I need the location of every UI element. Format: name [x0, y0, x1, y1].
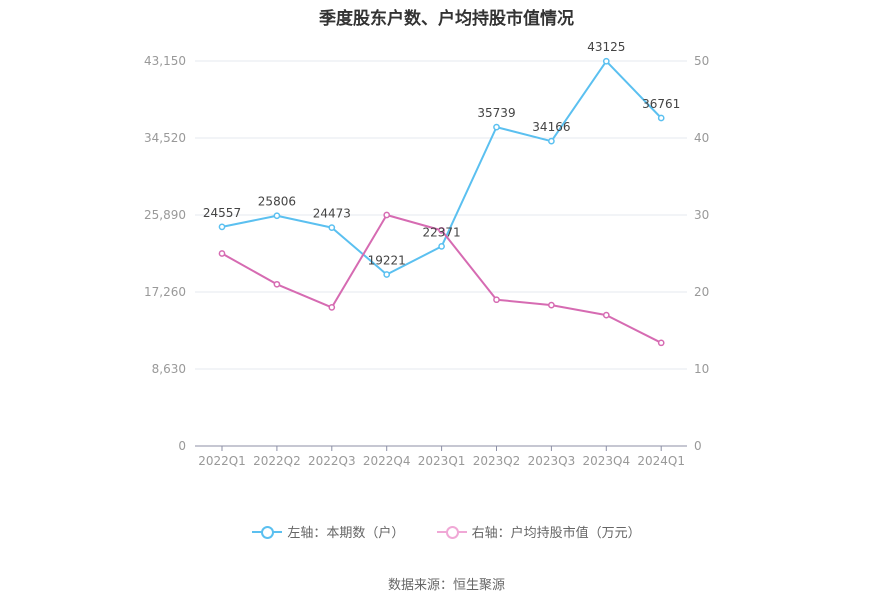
data-label: 24557: [203, 206, 241, 220]
data-point-left: [493, 123, 500, 131]
data-label: 19221: [368, 254, 406, 268]
y-left-tick-label: 17,260: [144, 285, 186, 299]
data-point-left: [383, 271, 391, 278]
y-right-tick-label: 10: [694, 362, 709, 376]
grid-lines: [195, 60, 687, 370]
x-tick-label: 2023Q4: [582, 454, 630, 468]
y-right-tick-label: 30: [694, 208, 709, 222]
y-right-tick-label: 50: [694, 54, 709, 68]
legend-swatch-left-icon: [252, 525, 283, 539]
data-label: 43125: [587, 40, 625, 54]
data-point-right: [657, 339, 665, 347]
data-label: 35739: [477, 106, 515, 120]
x-tick-label: 2024Q1: [637, 454, 685, 468]
data-label: 22371: [423, 225, 461, 239]
x-tick-label: 2022Q4: [363, 454, 411, 468]
series-group: [218, 57, 665, 347]
y-left-tick-label: 25,890: [144, 208, 186, 222]
legend-label-right: 右轴：户均持股市值（万元）: [471, 526, 641, 541]
data-point-left: [602, 57, 610, 65]
data-point-right: [602, 311, 610, 319]
data-label: 36761: [642, 97, 680, 111]
data-point-left: [273, 212, 281, 220]
data-point-left: [438, 243, 445, 250]
data-point-left: [657, 114, 665, 122]
legend-item-right-series[interactable]: 右轴：户均持股市值（万元）: [436, 522, 641, 541]
x-tick-label: 2022Q3: [308, 454, 356, 468]
legend: 左轴：本期数（户） 右轴：户均持股市值（万元）: [0, 522, 893, 543]
data-labels: 24557 25806 24473 19221 22371 35739 34166 43125…: [203, 40, 680, 267]
data-point-left: [328, 224, 336, 231]
data-point-right: [438, 227, 445, 234]
data-label: 25806: [258, 195, 296, 209]
x-tick-label: 2022Q1: [198, 454, 246, 468]
data-point-right: [218, 250, 226, 257]
legend-item-left-series[interactable]: 左轴：本期数（户）: [252, 522, 404, 541]
data-point-left: [548, 137, 555, 145]
y-left-tick-label: 8,630: [152, 362, 186, 376]
data-point-left: [218, 223, 226, 231]
data-point-right: [548, 301, 555, 309]
data-label: 24473: [313, 207, 351, 221]
x-tick-label: 2023Q3: [528, 454, 576, 468]
y-left-tick-label: 34,520: [144, 131, 186, 145]
data-point-right: [383, 211, 391, 219]
axes: 0 0 8,630 10 17,260 20 25,890 30 34,520 40 43,150 5…: [144, 54, 709, 468]
chart-title: 季度股东户数、户均持股市值情况: [319, 9, 574, 29]
y-left-tick-label: 0: [178, 439, 186, 453]
series-line-left: [221, 60, 662, 276]
legend-label-left: 左轴：本期数（户）: [287, 526, 405, 541]
data-label: 34166: [532, 120, 570, 134]
x-tick-label: 2023Q1: [418, 454, 466, 468]
y-right-tick-label: 20: [694, 285, 709, 299]
data-point-right: [273, 280, 281, 288]
legend-swatch-right-icon: [436, 525, 467, 539]
source-note: 数据来源：恒生聚源: [387, 578, 505, 593]
x-tick-label: 2023Q2: [473, 454, 521, 468]
y-left-tick-label: 43,150: [144, 54, 186, 68]
x-tick-label: 2022Q2: [253, 454, 301, 468]
data-point-right: [493, 296, 500, 304]
y-right-tick-label: 0: [694, 439, 702, 453]
y-right-tick-label: 40: [694, 131, 709, 145]
data-point-right: [328, 304, 336, 311]
